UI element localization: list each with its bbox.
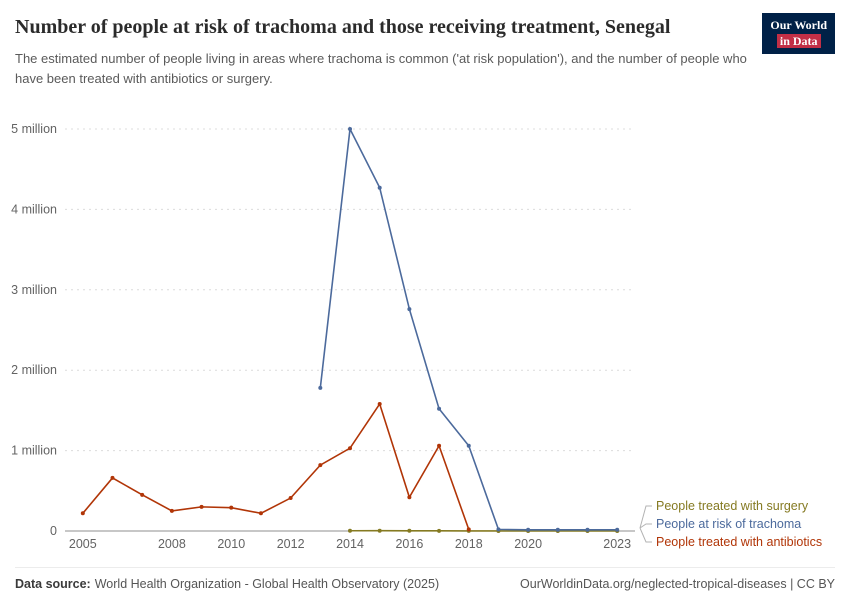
footer-link[interactable]: OurWorldinData.org/neglected-tropical-di… (520, 577, 835, 591)
y-tick-label: 4 million (11, 202, 57, 216)
owid-logo[interactable]: Our World in Data (762, 13, 835, 55)
y-tick-label: 5 million (11, 122, 57, 136)
chart-area: 0 1 million 2 million 3 million 4 million 5 m… (0, 114, 850, 562)
x-tick-label: 2023 (603, 537, 631, 551)
y-tick-label: 1 million (11, 444, 57, 458)
data-point-antibiotics[interactable] (377, 401, 382, 406)
y-tick-label: 0 (50, 524, 57, 538)
legend-connector (639, 527, 652, 543)
data-point-at-risk[interactable] (407, 307, 412, 312)
owid-logo-line2: in Data (776, 33, 821, 48)
data-point-at-risk[interactable] (437, 406, 442, 411)
series-line-antibiotics (82, 402, 470, 530)
data-point-antibiotics[interactable] (110, 475, 115, 480)
data-point-antibiotics[interactable] (348, 446, 352, 451)
data-point-antibiotics[interactable] (199, 504, 204, 509)
data-point-antibiotics[interactable] (466, 527, 471, 532)
y-tick-label: 2 million (11, 363, 57, 377)
legend-entry-antibiotics[interactable]: People treated with antibiotics (656, 535, 823, 549)
x-tick-label: 2010 (217, 537, 245, 551)
data-point-antibiotics[interactable] (80, 511, 85, 516)
data-point-surgery[interactable] (437, 528, 442, 533)
x-tick-label: 2005 (69, 537, 97, 551)
y-tick-label: 3 million (11, 283, 57, 297)
data-point-at-risk[interactable] (348, 127, 352, 131)
x-tick-label: 2014 (336, 537, 364, 551)
data-source: Data source: World Health Organization - … (15, 577, 439, 591)
data-point-antibiotics[interactable] (229, 505, 234, 510)
data-point-at-risk[interactable] (466, 443, 471, 448)
chart-subtitle: The estimated number of people living in… (15, 51, 747, 86)
data-point-surgery[interactable] (377, 528, 382, 533)
x-tick-label: 2008 (158, 537, 186, 551)
data-source-text: World Health Organization - Global Healt… (94, 577, 440, 591)
x-tick-label: 2020 (514, 537, 542, 551)
data-point-antibiotics[interactable] (407, 495, 412, 500)
owid-logo-line1: Our World (770, 18, 827, 32)
data-point-at-risk[interactable] (585, 527, 590, 532)
legend-entry-surgery[interactable]: People treated with surgery (656, 499, 809, 513)
legend-connector (639, 505, 652, 529)
data-point-at-risk[interactable] (555, 527, 560, 532)
data-source-label: Data source: (15, 577, 91, 591)
x-tick-label: 2016 (395, 537, 423, 551)
x-tick-label: 2018 (455, 537, 483, 551)
data-point-antibiotics[interactable] (140, 492, 145, 497)
chart-canvas[interactable]: 0 1 million 2 million 3 million 4 million 5 m… (0, 114, 850, 562)
data-point-at-risk[interactable] (377, 185, 382, 190)
data-point-at-risk[interactable] (615, 527, 620, 532)
data-point-antibiotics[interactable] (318, 463, 323, 468)
data-point-surgery[interactable] (407, 528, 412, 533)
data-point-antibiotics[interactable] (288, 496, 293, 501)
legend-entry-at-risk[interactable]: People at risk of trachoma (656, 517, 802, 531)
data-point-surgery[interactable] (348, 528, 352, 533)
x-tick-label: 2012 (277, 537, 305, 551)
chart-footer: Data source: World Health Organization - … (15, 567, 835, 591)
data-point-at-risk[interactable] (318, 385, 323, 390)
data-point-antibiotics[interactable] (169, 508, 174, 513)
chart-title: Number of people at risk of trachoma and… (15, 16, 671, 38)
data-point-at-risk[interactable] (526, 527, 531, 532)
legend-connector (639, 523, 652, 529)
chart-header: Number of people at risk of trachoma and… (15, 14, 755, 88)
data-point-antibiotics[interactable] (258, 511, 263, 516)
data-point-at-risk[interactable] (496, 527, 501, 532)
data-point-antibiotics[interactable] (437, 443, 442, 448)
series-line-at-risk (319, 126, 618, 531)
